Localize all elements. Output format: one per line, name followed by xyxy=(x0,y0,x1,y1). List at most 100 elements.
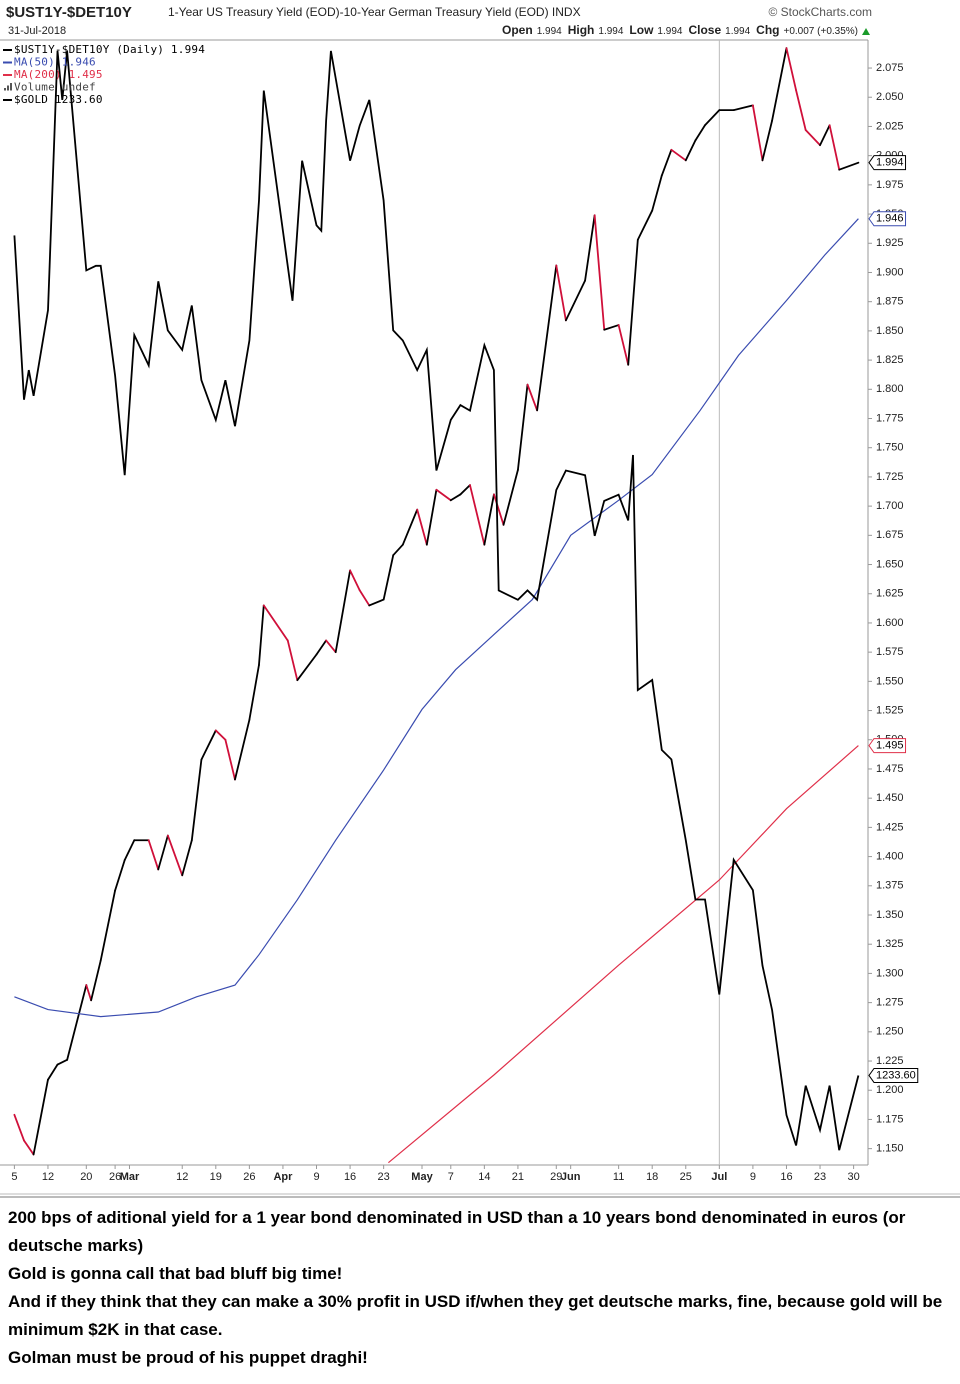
date: 31-Jul-2018 xyxy=(8,25,66,37)
y-tick-label: 1.900 xyxy=(876,266,904,278)
price-segment xyxy=(459,484,471,496)
price-segment xyxy=(99,889,116,962)
x-tick-label: 12 xyxy=(42,1171,54,1183)
price-segment xyxy=(90,959,102,1002)
y-tick-label: 2.050 xyxy=(876,91,904,103)
price-segment xyxy=(13,1113,25,1142)
y-tick-label: 1.875 xyxy=(876,296,904,308)
legend-label: Volume undef xyxy=(14,81,96,94)
y-tick-label: 1.475 xyxy=(876,763,904,775)
price-segment xyxy=(325,639,337,654)
y-tick-label: 1.675 xyxy=(876,529,904,541)
price-segment xyxy=(166,834,184,877)
x-tick-label: May xyxy=(411,1171,433,1183)
chart-subtitle: 1-Year US Treasury Yield (EOD)-10-Year G… xyxy=(168,5,581,19)
last-value-box xyxy=(868,211,907,227)
x-tick-label: 12 xyxy=(176,1171,188,1183)
x-tick-label: 7 xyxy=(448,1171,454,1183)
y-tick-label: 1.300 xyxy=(876,967,904,979)
price-segment xyxy=(47,1063,59,1081)
price-segment xyxy=(114,859,126,892)
price-segment xyxy=(190,758,203,842)
y-tick-label: 1.350 xyxy=(876,909,904,921)
y-tick-label: 1.325 xyxy=(876,938,904,950)
price-segment xyxy=(593,214,606,331)
last-value-label: 1.946 xyxy=(876,213,904,225)
x-tick-label: Mar xyxy=(120,1171,140,1183)
price-segment xyxy=(392,543,404,557)
y-tick-label: 1.250 xyxy=(876,1026,904,1038)
price-segment xyxy=(368,598,385,607)
quote-label: High xyxy=(568,23,595,37)
caption: 200 bps of aditional yield for a 1 year … xyxy=(0,1196,960,1378)
y-tick-label: 1.975 xyxy=(876,179,904,191)
y-tick-label: 1.825 xyxy=(876,354,904,366)
price-segment xyxy=(66,984,88,1061)
volume-icon xyxy=(4,88,6,91)
quote-value: +0.007 (+0.35%) xyxy=(784,26,859,37)
legend-label: MA(50) 1.946 xyxy=(14,56,96,69)
price-segment xyxy=(214,729,227,741)
y-tick-label: 1.450 xyxy=(876,792,904,804)
last-value-box xyxy=(868,738,907,754)
price-segment xyxy=(234,719,251,781)
price-segment xyxy=(147,839,160,871)
y-tick-label: 1.800 xyxy=(876,383,904,395)
price-segment xyxy=(761,119,773,162)
price-segment xyxy=(795,89,807,131)
x-tick-label: 23 xyxy=(814,1171,826,1183)
x-tick-label: 9 xyxy=(750,1171,756,1183)
price-segment xyxy=(296,653,318,682)
price-segment xyxy=(258,604,265,666)
price-segment xyxy=(804,129,821,147)
price-segment xyxy=(536,264,558,412)
legend-label: $GOLD 1233.60 xyxy=(14,93,103,106)
x-tick-label: 21 xyxy=(512,1171,524,1183)
price-segment xyxy=(555,264,567,322)
last-value-marker: 1.994 xyxy=(868,155,907,171)
series-line xyxy=(13,50,860,1151)
price-segment xyxy=(651,174,663,212)
price-segment xyxy=(32,1078,49,1156)
y-tick-label: 1.225 xyxy=(876,1055,904,1067)
quote-value: 1.994 xyxy=(537,26,562,37)
price-segment xyxy=(416,508,428,546)
x-tick-label: 20 xyxy=(80,1171,92,1183)
price-segment xyxy=(819,124,831,147)
last-value-marker: 1.946 xyxy=(868,211,907,227)
price-segment xyxy=(483,493,495,546)
price-segment xyxy=(828,124,841,171)
price-segment xyxy=(838,161,860,171)
quote: Open 1.994 High 1.994 Low 1.994 Close 1.994 Chg +… xyxy=(502,23,858,37)
volume-icon xyxy=(10,83,12,91)
price-segment xyxy=(564,279,586,322)
y-tick-label: 1.725 xyxy=(876,471,904,483)
price-segment xyxy=(502,469,519,526)
caption-line: And if they think that they can make a 3… xyxy=(8,1292,943,1339)
y-tick-label: 1.550 xyxy=(876,675,904,687)
chart: $UST1Y-$DET10Y 1-Year US Treasury Yield … xyxy=(0,3,960,1195)
price-segment xyxy=(358,589,371,607)
price-segment xyxy=(627,238,639,366)
price-segment xyxy=(334,569,351,654)
quote-value: 1.994 xyxy=(725,26,750,37)
plot-area xyxy=(13,40,860,1165)
x-tick-label: Jul xyxy=(711,1171,727,1183)
price-segment xyxy=(660,148,673,177)
quote-label: Open xyxy=(502,23,533,37)
price-segment xyxy=(670,148,687,162)
price-segment xyxy=(584,214,596,282)
y-tick-label: 1.275 xyxy=(876,997,904,1009)
price-segment xyxy=(200,729,217,761)
quote-value: 1.994 xyxy=(657,26,682,37)
series-line xyxy=(388,745,859,1164)
price-segment xyxy=(56,1058,69,1066)
price-segment xyxy=(425,488,438,546)
price-segment xyxy=(785,47,797,92)
y-tick-label: 1.775 xyxy=(876,412,904,424)
x-tick-label: 30 xyxy=(847,1171,859,1183)
x-tick-label: 29 xyxy=(550,1171,562,1183)
price-segment xyxy=(181,839,193,877)
last-value-marker: 1233.60 xyxy=(868,1067,919,1083)
y-tick-label: 1.425 xyxy=(876,821,904,833)
